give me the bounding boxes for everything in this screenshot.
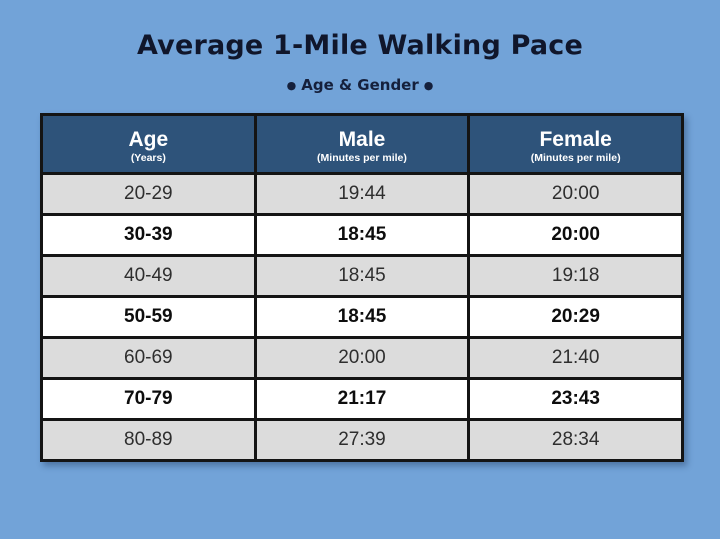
male-pace-cell: 18:45 <box>253 295 471 339</box>
column-header-male: Male (Minutes per mile) <box>253 113 471 175</box>
column-header-label: Female <box>539 127 612 151</box>
age-cell: 80-89 <box>40 418 257 462</box>
age-cell: 60-69 <box>40 336 257 380</box>
table-row: 40-49 18:45 19:18 <box>40 254 684 298</box>
table-row: 70-79 21:17 23:43 <box>40 377 684 421</box>
table-row: 50-59 18:45 20:29 <box>40 295 684 339</box>
age-cell: 30-39 <box>40 213 257 257</box>
column-header-label: Male <box>338 127 386 151</box>
female-pace-cell: 21:40 <box>467 336 684 380</box>
table-header-row: Age (Years) Male (Minutes per mile) Fema… <box>40 113 684 175</box>
age-cell: 50-59 <box>40 295 257 339</box>
walking-pace-table: Age (Years) Male (Minutes per mile) Fema… <box>40 113 684 462</box>
male-pace-cell: 19:44 <box>253 172 471 216</box>
bullet-icon: ● <box>286 79 297 92</box>
male-pace-cell: 18:45 <box>253 213 471 257</box>
table-row: 60-69 20:00 21:40 <box>40 336 684 380</box>
male-pace-cell: 20:00 <box>253 336 471 380</box>
female-pace-cell: 20:00 <box>467 213 684 257</box>
table-row: 30-39 18:45 20:00 <box>40 213 684 257</box>
column-header-female: Female (Minutes per mile) <box>467 113 684 175</box>
male-pace-cell: 21:17 <box>253 377 471 421</box>
male-pace-cell: 27:39 <box>253 418 471 462</box>
bullet-icon: ● <box>423 79 434 92</box>
female-pace-cell: 23:43 <box>467 377 684 421</box>
female-pace-cell: 20:29 <box>467 295 684 339</box>
table-row: 20-29 19:44 20:00 <box>40 172 684 216</box>
female-pace-cell: 19:18 <box>467 254 684 298</box>
column-header-unit: (Years) <box>130 151 166 164</box>
column-header-label: Age <box>128 127 169 151</box>
age-cell: 40-49 <box>40 254 257 298</box>
female-pace-cell: 20:00 <box>467 172 684 216</box>
page-subtitle: ● Age & Gender ● <box>0 76 720 94</box>
column-header-unit: (Minutes per mile) <box>317 151 407 164</box>
table-row: 80-89 27:39 28:34 <box>40 418 684 462</box>
column-header-unit: (Minutes per mile) <box>530 151 621 164</box>
subtitle-text: Age & Gender <box>301 76 419 94</box>
age-cell: 20-29 <box>40 172 257 216</box>
female-pace-cell: 28:34 <box>467 418 684 462</box>
page-title: Average 1-Mile Walking Pace <box>137 30 583 61</box>
age-cell: 70-79 <box>40 377 257 421</box>
male-pace-cell: 18:45 <box>253 254 471 298</box>
column-header-age: Age (Years) <box>40 113 257 175</box>
